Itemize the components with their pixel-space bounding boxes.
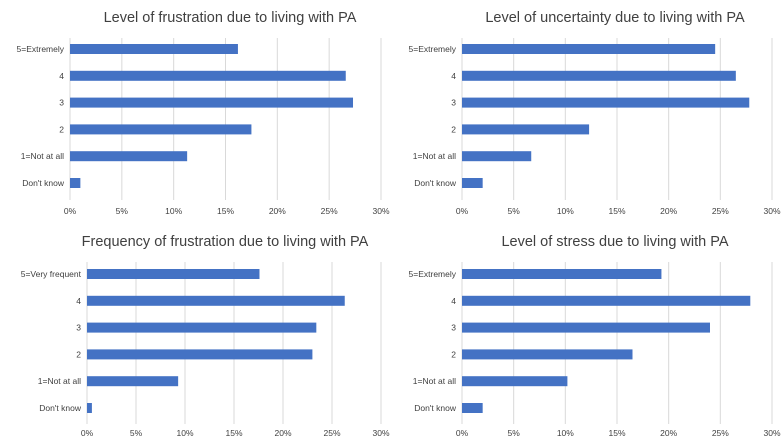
x-tick-label: 25%: [321, 206, 338, 216]
bar: [87, 322, 317, 333]
x-tick-label: 0%: [64, 206, 77, 216]
x-tick-label: 10%: [557, 206, 574, 216]
x-tick-label: 15%: [608, 428, 625, 438]
bar: [462, 269, 662, 279]
chart-title: Level of stress due to living with PA: [501, 234, 728, 250]
bar: [70, 124, 252, 135]
category-label: Don't know: [39, 403, 82, 413]
category-label: 3: [76, 323, 81, 333]
x-tick-label: 10%: [165, 206, 182, 216]
chart-panel-4: Level of stress due to living with PA 0% 5…: [409, 234, 781, 438]
x-tick-label: 25%: [712, 206, 729, 216]
chart-panel-2: Level of uncertainty due to living with …: [409, 10, 781, 216]
bar: [462, 403, 483, 413]
category-label: 4: [76, 296, 81, 306]
category-label: 1=Not at all: [413, 376, 456, 386]
chart-title: Level of frustration due to living with …: [104, 10, 357, 26]
x-tick-label: 15%: [225, 428, 242, 438]
category-label: 3: [59, 98, 64, 108]
bar: [87, 295, 345, 306]
x-tick-label: 10%: [176, 428, 193, 438]
category-label: 2: [76, 349, 81, 359]
category-label: Don't know: [414, 178, 457, 188]
x-tick-label: 30%: [372, 428, 389, 438]
x-tick-label: 5%: [508, 428, 521, 438]
bar: [462, 70, 736, 81]
x-tick-label: 0%: [456, 206, 469, 216]
x-tick-label: 0%: [81, 428, 94, 438]
chart-panel-3: Frequency of frustration due to living w…: [21, 234, 390, 438]
x-tick-label: 20%: [660, 428, 677, 438]
bar: [70, 97, 354, 108]
x-tick-label: 10%: [557, 428, 574, 438]
bar: [87, 376, 179, 387]
x-tick-label: 30%: [372, 206, 389, 216]
category-label: 5=Extremely: [409, 44, 457, 54]
bar: [87, 403, 92, 413]
bar: [87, 349, 313, 360]
x-tick-label: 25%: [712, 428, 729, 438]
chart-title: Frequency of frustration due to living w…: [82, 234, 369, 250]
bar: [462, 124, 590, 135]
category-label: Don't know: [414, 403, 457, 413]
bar: [70, 151, 188, 162]
category-label: Don't know: [22, 178, 65, 188]
bar: [70, 70, 346, 81]
x-tick-label: 15%: [217, 206, 234, 216]
category-label: 4: [451, 296, 456, 306]
category-label: 4: [451, 71, 456, 81]
x-tick-label: 0%: [456, 428, 469, 438]
bar: [462, 295, 751, 306]
category-label: 2: [451, 124, 456, 134]
bar: [70, 44, 238, 54]
bar: [462, 97, 750, 108]
x-tick-label: 30%: [763, 206, 780, 216]
bar: [462, 349, 633, 360]
category-label: 3: [451, 323, 456, 333]
x-tick-label: 5%: [508, 206, 521, 216]
category-label: 5=Extremely: [409, 269, 457, 279]
category-label: 5=Extremely: [17, 44, 65, 54]
x-tick-label: 15%: [608, 206, 625, 216]
bar: [462, 151, 532, 162]
category-label: 5=Very frequent: [21, 269, 82, 279]
bar: [462, 322, 710, 333]
chart-title: Level of uncertainty due to living with …: [485, 10, 745, 26]
chart-panel-1: Level of frustration due to living with …: [17, 10, 390, 216]
bar: [87, 269, 260, 279]
x-tick-label: 5%: [130, 428, 143, 438]
category-label: 1=Not at all: [21, 151, 64, 161]
x-tick-label: 20%: [269, 206, 286, 216]
x-tick-label: 25%: [323, 428, 340, 438]
x-tick-label: 30%: [763, 428, 780, 438]
x-tick-label: 20%: [660, 206, 677, 216]
bar: [462, 376, 568, 387]
category-label: 1=Not at all: [38, 376, 81, 386]
category-label: 4: [59, 71, 64, 81]
x-tick-label: 20%: [274, 428, 291, 438]
category-label: 2: [451, 349, 456, 359]
bar: [70, 178, 81, 188]
bar: [462, 44, 716, 54]
bar: [462, 178, 483, 188]
category-label: 2: [59, 124, 64, 134]
category-label: 3: [451, 98, 456, 108]
category-label: 1=Not at all: [413, 151, 456, 161]
x-tick-label: 5%: [116, 206, 129, 216]
